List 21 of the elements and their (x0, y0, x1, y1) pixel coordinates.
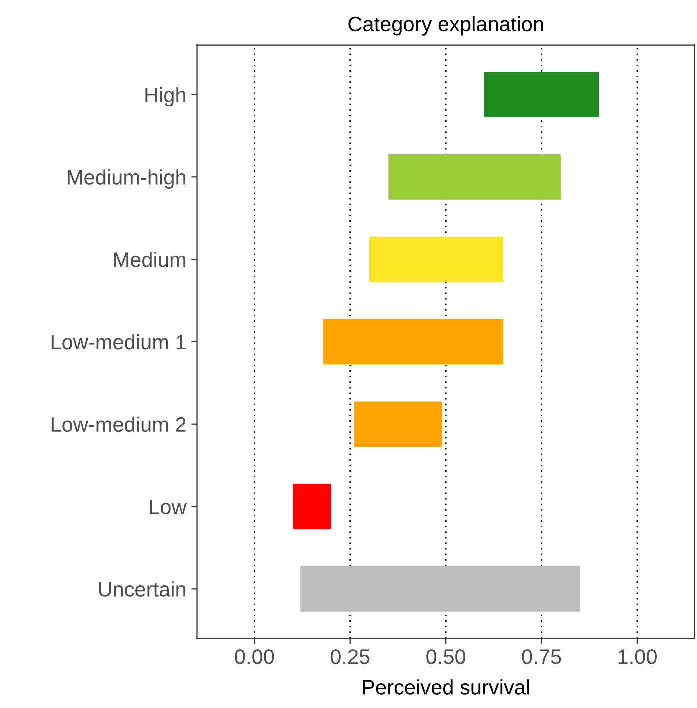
x-tick-label: 0.00 (235, 650, 274, 664)
x-tick-label: 0.50 (426, 650, 466, 664)
y-tick-label: Low-medium 1 (52, 334, 186, 350)
bar (300, 566, 580, 612)
y-tick-label: Low (150, 500, 187, 515)
x-tick-label: 0.25 (330, 650, 370, 664)
bar (388, 154, 561, 200)
bar (292, 484, 332, 530)
y-tick-label: High (146, 87, 186, 107)
bar (484, 72, 600, 118)
y-tick-label: Uncertain (99, 582, 186, 597)
x-tick-label: 0.75 (522, 650, 562, 664)
bar (370, 236, 504, 282)
chart-title: Category explanation (348, 16, 544, 36)
y-tick-label: Low-medium 2 (52, 416, 186, 432)
x-axis-title: Perceived survival (363, 680, 530, 695)
bar (354, 402, 442, 448)
y-tick-label: Medium (114, 252, 186, 268)
x-tick-label: 1.00 (618, 650, 657, 664)
y-tick-label: Medium-high (68, 170, 186, 190)
bar (324, 319, 504, 365)
